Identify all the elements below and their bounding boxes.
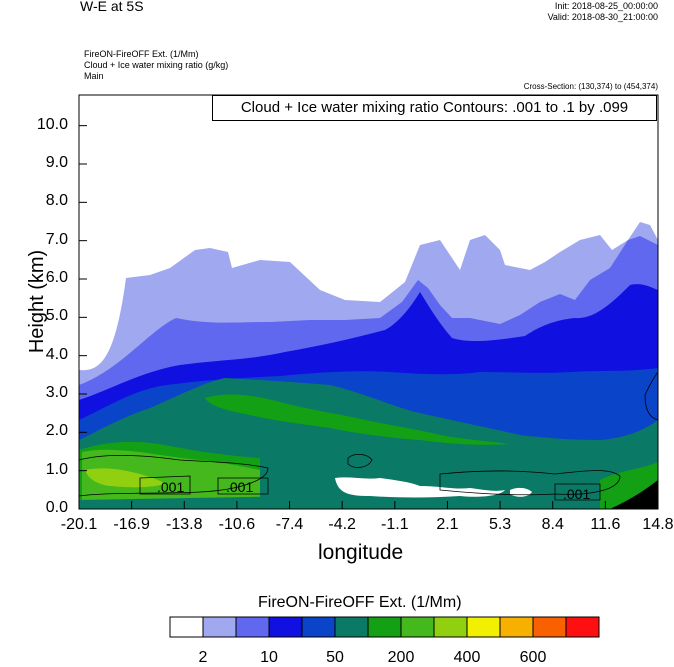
colorbar-title: FireON-FireOFF Ext. (1/Mm) — [258, 594, 462, 611]
y-tick-label: 3.0 — [45, 384, 68, 401]
x-tick-label: -1.1 — [381, 516, 409, 533]
colorbar-swatch — [499, 616, 534, 638]
contour-line — [78, 455, 269, 497]
y-tick-label: 10.0 — [36, 115, 68, 133]
y-tick-label: 9.0 — [45, 154, 68, 171]
x-tick-label: 5.3 — [488, 516, 512, 533]
x-tick-label: 8.4 — [541, 516, 564, 533]
contour-value-label: .001 — [157, 479, 184, 495]
x-axis-label: longitude — [318, 541, 404, 564]
field-band-200 — [205, 394, 510, 445]
x-tick-label: -20.1 — [60, 516, 98, 533]
y-tick-label: 6.0 — [45, 269, 68, 286]
colorbar — [169, 616, 600, 638]
chart-title: W-E at 5S — [80, 0, 144, 14]
clear-patch — [335, 477, 505, 498]
y-tick-label: 1.0 — [45, 460, 68, 478]
valid-time: Valid: 2018-08-30_21:00:00 — [547, 12, 658, 22]
field-label-extinction: FireON-FireOFF Ext. (1/Mm) — [84, 49, 199, 59]
colorbar-swatch — [367, 616, 402, 638]
field-band-400 — [85, 468, 165, 488]
field-label-cloud-ice: Cloud + Ice water mixing ratio (g/kg) — [84, 60, 229, 70]
contour-line — [439, 470, 621, 496]
colorbar-label: 400 — [453, 649, 481, 666]
colorbar-swatch — [301, 616, 336, 638]
contour-lines — [78, 370, 659, 501]
x-tick-label: -10.6 — [218, 516, 256, 533]
y-axis-label: Height (km) — [26, 249, 49, 354]
y-tick-label: 7.0 — [45, 230, 68, 248]
y-tick-label: 2.0 — [45, 422, 68, 440]
colorbar-swatch — [433, 616, 468, 638]
contour-line — [217, 477, 269, 495]
colorbar-label: 50 — [326, 649, 344, 666]
colorbar-label: 10 — [260, 649, 278, 666]
surface-band-left — [79, 496, 600, 509]
y-tick-label: 5.0 — [45, 307, 68, 325]
colorbar-label: 2 — [198, 649, 208, 666]
colorbar-swatch — [268, 616, 303, 638]
contour-line — [139, 475, 191, 495]
colorbar-swatch — [235, 616, 270, 638]
x-tick-label: -4.2 — [328, 516, 356, 533]
x-tick-label: -7.4 — [275, 516, 304, 533]
colorbar-swatch — [334, 616, 369, 638]
colorbar-swatch — [400, 616, 435, 638]
terrain-mask — [610, 480, 658, 509]
y-tick-label: 0.0 — [45, 499, 68, 516]
colorbar-swatch — [565, 616, 600, 638]
contour-value-label: .001 — [226, 479, 253, 495]
x-tick-label: -16.9 — [113, 516, 150, 533]
y-tick-label: 4.0 — [45, 345, 68, 363]
colorbar-swatch — [532, 616, 567, 638]
field-label-main: Main — [84, 71, 104, 81]
cross-section-label: Cross-Section: (130,374) to (454,374) — [523, 82, 658, 91]
x-tick-label: 14.8 — [642, 516, 674, 533]
colorbar-swatch — [169, 616, 204, 638]
x-tick-label: -13.8 — [166, 516, 203, 533]
contour-line — [554, 483, 601, 501]
y-tick-label: 8.0 — [45, 192, 68, 210]
colorbar-label: 200 — [387, 649, 415, 666]
contour-value-label: .001 — [563, 486, 590, 502]
init-time: Init: 2018-08-25_00:00:00 — [554, 1, 658, 11]
colorbar-swatch — [466, 616, 501, 638]
contour-info-box: Cloud + Ice water mixing ratio Contours:… — [212, 95, 657, 121]
x-tick-label: 11.6 — [590, 516, 621, 533]
contour-line — [347, 454, 373, 468]
colorbar-swatch — [202, 616, 237, 638]
x-tick-label: 2.1 — [436, 516, 459, 533]
colorbar-label: 600 — [519, 649, 547, 666]
